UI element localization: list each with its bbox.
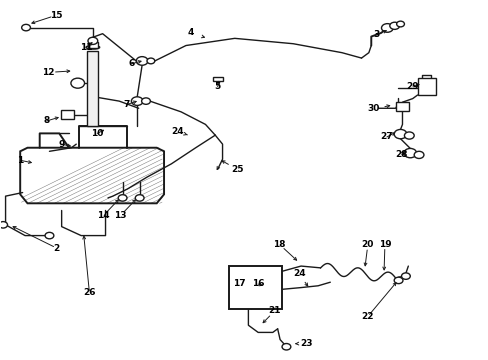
Circle shape bbox=[71, 78, 84, 88]
Circle shape bbox=[403, 148, 416, 158]
Text: 4: 4 bbox=[187, 28, 194, 37]
Text: 22: 22 bbox=[361, 312, 373, 321]
Circle shape bbox=[118, 195, 127, 201]
Text: 14: 14 bbox=[97, 211, 109, 220]
Circle shape bbox=[131, 97, 143, 105]
Text: 19: 19 bbox=[378, 240, 390, 249]
Text: 29: 29 bbox=[406, 82, 418, 91]
Text: 26: 26 bbox=[83, 288, 96, 297]
Text: 3: 3 bbox=[372, 30, 379, 39]
Text: 17: 17 bbox=[233, 279, 245, 288]
Text: 18: 18 bbox=[273, 240, 285, 249]
Text: 30: 30 bbox=[367, 104, 379, 113]
Text: 1: 1 bbox=[17, 156, 23, 165]
Ellipse shape bbox=[86, 45, 100, 49]
Bar bbox=[417, 78, 435, 95]
Text: 8: 8 bbox=[44, 116, 50, 125]
Text: 25: 25 bbox=[230, 165, 243, 174]
Circle shape bbox=[88, 37, 98, 44]
Text: 28: 28 bbox=[394, 150, 407, 159]
Text: 9: 9 bbox=[59, 140, 65, 149]
Polygon shape bbox=[20, 148, 163, 203]
Text: 24: 24 bbox=[171, 127, 183, 136]
Text: 16: 16 bbox=[251, 279, 264, 288]
Text: 13: 13 bbox=[114, 211, 126, 220]
Text: 5: 5 bbox=[214, 82, 221, 91]
Circle shape bbox=[282, 343, 290, 350]
Circle shape bbox=[393, 277, 402, 284]
Text: 24: 24 bbox=[292, 269, 305, 278]
Text: 2: 2 bbox=[54, 244, 60, 253]
Bar bbox=[61, 110, 74, 119]
FancyBboxPatch shape bbox=[87, 51, 98, 126]
Text: 7: 7 bbox=[123, 100, 129, 109]
Circle shape bbox=[401, 273, 409, 279]
Bar bbox=[395, 102, 408, 111]
Circle shape bbox=[147, 58, 155, 64]
Bar bbox=[228, 266, 281, 309]
Circle shape bbox=[413, 151, 423, 158]
Circle shape bbox=[45, 232, 54, 239]
Circle shape bbox=[135, 195, 144, 201]
Circle shape bbox=[21, 24, 30, 31]
Circle shape bbox=[396, 21, 404, 27]
Text: 15: 15 bbox=[50, 10, 63, 19]
Circle shape bbox=[142, 98, 150, 104]
Circle shape bbox=[0, 222, 7, 228]
Text: 10: 10 bbox=[91, 129, 103, 138]
Circle shape bbox=[404, 132, 413, 139]
Text: 6: 6 bbox=[128, 59, 134, 68]
Circle shape bbox=[389, 22, 399, 30]
Bar bbox=[88, 41, 98, 48]
Circle shape bbox=[136, 57, 148, 65]
Bar bbox=[212, 77, 222, 81]
Text: 21: 21 bbox=[268, 306, 281, 315]
Circle shape bbox=[393, 130, 406, 139]
Text: 27: 27 bbox=[380, 132, 392, 141]
Text: 11: 11 bbox=[80, 43, 93, 52]
Circle shape bbox=[381, 24, 392, 32]
Text: 12: 12 bbox=[42, 68, 55, 77]
Text: 23: 23 bbox=[300, 339, 312, 348]
Text: 20: 20 bbox=[361, 240, 373, 249]
